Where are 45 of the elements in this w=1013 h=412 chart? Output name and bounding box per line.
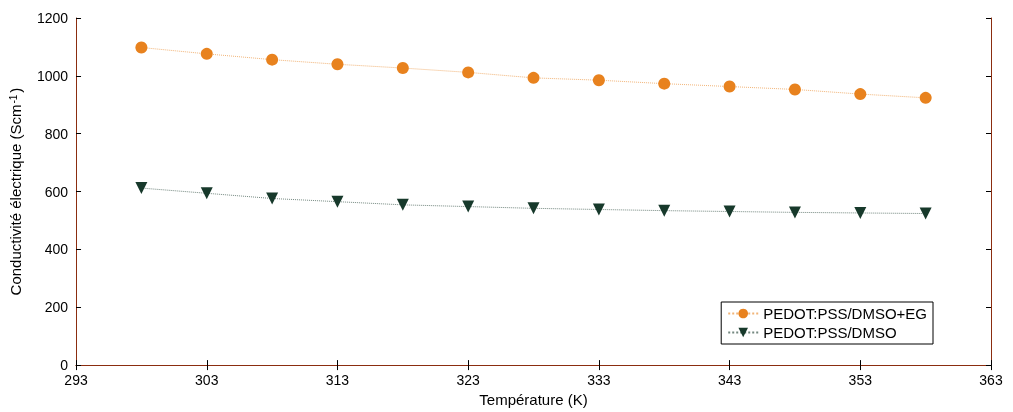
point — [527, 71, 540, 84]
x-tick-label: 303 — [195, 372, 219, 389]
point — [919, 91, 932, 104]
point — [527, 202, 540, 215]
point — [854, 88, 867, 101]
point — [200, 187, 213, 200]
point — [592, 203, 605, 216]
x-tick-label: 333 — [587, 372, 611, 389]
y-tick-label: 200 — [44, 299, 69, 316]
point — [919, 207, 932, 220]
point — [658, 77, 671, 90]
point — [331, 195, 344, 208]
point — [462, 66, 475, 79]
y-tick-label: 800 — [44, 125, 69, 142]
point — [658, 204, 671, 217]
y-tick-label: 1200 — [36, 10, 69, 26]
point — [396, 198, 409, 211]
y-tick-label: 0 — [60, 357, 69, 374]
point — [200, 47, 213, 60]
point — [135, 41, 148, 54]
x-tick-label: 323 — [456, 372, 481, 389]
y-axis-title: Conductivité électrique (Scm-1) — [7, 87, 24, 296]
legend-label: PEDOT:PSS/DMSO — [763, 324, 897, 341]
x-tick-label: 353 — [848, 372, 873, 389]
y-tick-label: 400 — [44, 241, 69, 258]
y-tick-label: 600 — [44, 183, 69, 200]
x-tick-label: 363 — [979, 372, 1003, 389]
point — [723, 80, 736, 93]
x-axis-title: Température (K) — [479, 391, 588, 408]
point — [266, 53, 279, 66]
point — [788, 206, 801, 219]
x-tick-label: 313 — [325, 372, 350, 389]
point — [723, 205, 736, 218]
point — [462, 200, 475, 213]
point — [331, 58, 344, 71]
x-tick-label: 293 — [64, 372, 88, 389]
point — [592, 74, 605, 87]
legend-label: PEDOT:PSS/DMSO+EG — [763, 305, 928, 322]
point — [854, 206, 867, 219]
point — [396, 62, 409, 75]
x-tick-label: 343 — [717, 372, 742, 389]
point — [788, 83, 801, 96]
y-tick-label: 1000 — [36, 67, 69, 84]
point — [135, 182, 148, 195]
point — [266, 192, 279, 205]
